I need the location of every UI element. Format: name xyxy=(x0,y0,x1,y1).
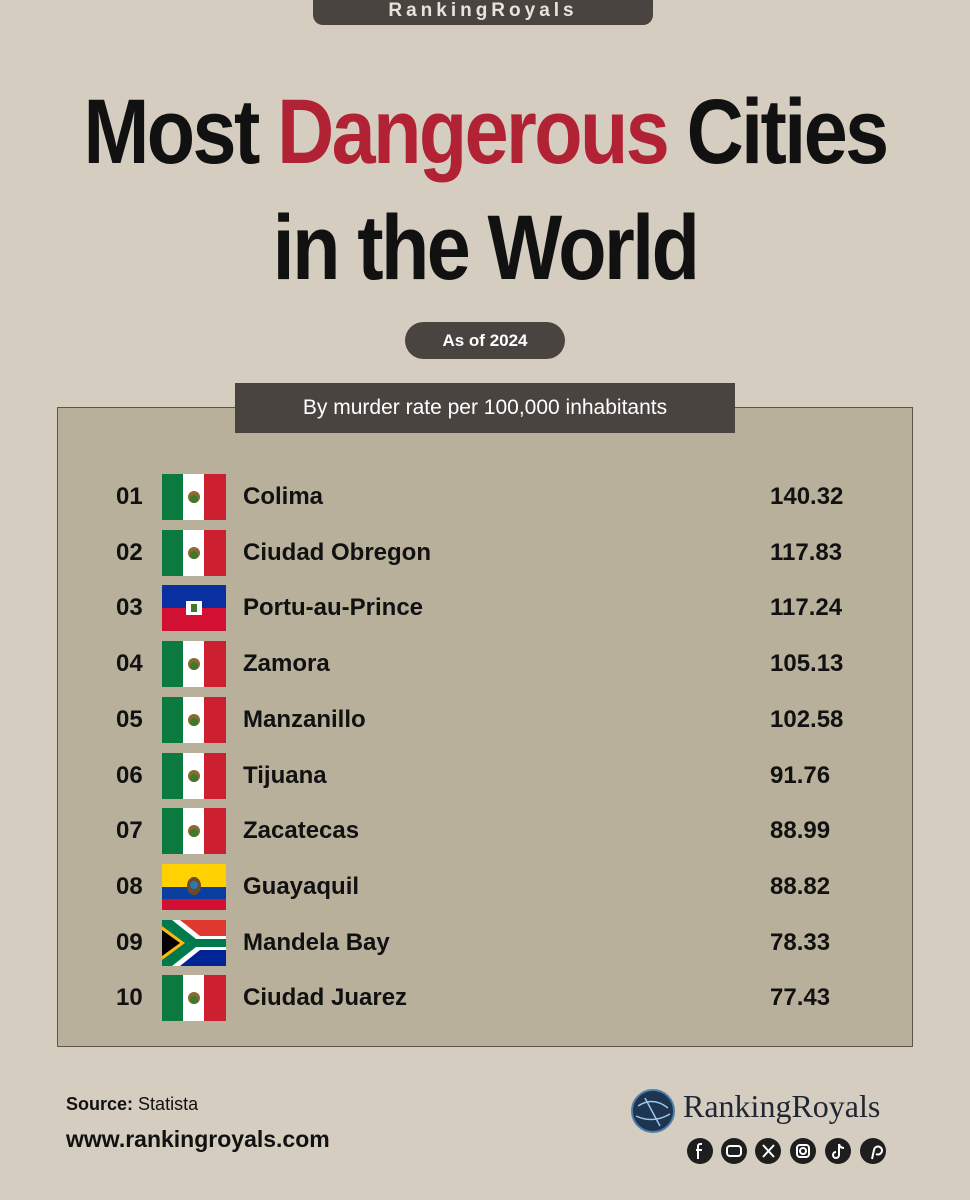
flag xyxy=(162,696,226,743)
brand-tab: RankingRoyals xyxy=(313,0,653,25)
murder-rate: 88.82 xyxy=(770,872,831,900)
flag xyxy=(162,919,226,966)
rank: 04 xyxy=(116,650,143,678)
table-row: 10 Ciudad Juarez 77.43 xyxy=(0,974,970,1022)
city-name: Guayaquil xyxy=(243,872,360,900)
source-name: Statista xyxy=(138,1094,199,1114)
logo-globe xyxy=(631,1089,675,1133)
table-row: 08 Guayaquil 88.82 xyxy=(0,863,970,911)
rank: 07 xyxy=(116,817,143,845)
rank: 08 xyxy=(116,872,143,900)
murder-rate: 88.99 xyxy=(770,817,831,845)
murder-rate: 102.58 xyxy=(770,705,844,733)
table-row: 02 Ciudad Obregon 117.83 xyxy=(0,529,970,577)
murder-rate: 77.43 xyxy=(770,984,831,1012)
city-name: Colima xyxy=(243,483,324,510)
flag xyxy=(162,808,226,855)
table-row: 01 Colima 140.32 xyxy=(0,473,970,521)
source-label: Source: xyxy=(66,1094,134,1114)
date-badge: As of 2024 xyxy=(405,322,565,359)
logo-text: RankingRoyals xyxy=(683,1088,881,1124)
flag xyxy=(162,641,226,688)
murder-rate: 117.83 xyxy=(770,538,843,566)
rank: 09 xyxy=(116,928,143,956)
city-name: Zacatecas xyxy=(243,817,360,845)
youtube-icon[interactable] xyxy=(721,1138,747,1164)
table-row: 06 Tijuana 91.76 xyxy=(0,752,970,800)
title: Most Dangerous Cities xyxy=(68,86,902,178)
table-row: 07 Zacatecas 88.99 xyxy=(0,807,970,855)
city-name: Ciudad Obregon xyxy=(243,538,431,566)
city-name: Zamora xyxy=(243,650,330,678)
flag xyxy=(162,975,226,1022)
title-word: Most xyxy=(83,81,260,183)
flag xyxy=(162,585,226,632)
city-name: Mandela Bay xyxy=(243,928,390,956)
murder-rate: 105.13 xyxy=(770,650,844,678)
flag xyxy=(162,529,226,576)
table-row: 03 Portu-au-Prince 117.24 xyxy=(0,584,970,632)
title-word: Cities xyxy=(686,81,890,183)
murder-rate: 117.24 xyxy=(770,594,843,622)
rank: 05 xyxy=(116,705,143,733)
title-highlight: Dangerous xyxy=(277,81,670,183)
rank: 03 xyxy=(116,594,143,622)
table-row: 05 Manzanillo 102.58 xyxy=(0,696,970,744)
flag xyxy=(162,474,226,520)
title-line-2: in the World xyxy=(272,197,700,299)
table-row: 09 Mandela Bay 78.33 xyxy=(0,919,970,967)
city-name: Portu-au-Prince xyxy=(243,594,424,622)
table-row: 04 Zamora 105.13 xyxy=(0,640,970,688)
city-name: Manzanillo xyxy=(243,705,366,733)
murder-rate: 140.32 xyxy=(770,483,844,510)
instagram-icon[interactable] xyxy=(790,1138,816,1164)
rank: 01 xyxy=(116,483,143,510)
city-name: Tijuana xyxy=(243,761,327,789)
rank: 02 xyxy=(116,538,143,566)
social-icons xyxy=(687,1138,886,1164)
flag xyxy=(162,863,226,910)
murder-rate: 78.33 xyxy=(770,928,831,956)
subtitle: By murder rate per 100,000 inhabitants xyxy=(235,383,735,433)
source: Source: Statista xyxy=(66,1094,198,1115)
website[interactable]: www.rankingroyals.com xyxy=(66,1126,330,1152)
flag xyxy=(162,752,226,799)
murder-rate: 91.76 xyxy=(770,761,831,789)
rank: 06 xyxy=(116,761,143,789)
city-name: Ciudad Juarez xyxy=(243,984,408,1012)
rank: 10 xyxy=(116,984,143,1012)
